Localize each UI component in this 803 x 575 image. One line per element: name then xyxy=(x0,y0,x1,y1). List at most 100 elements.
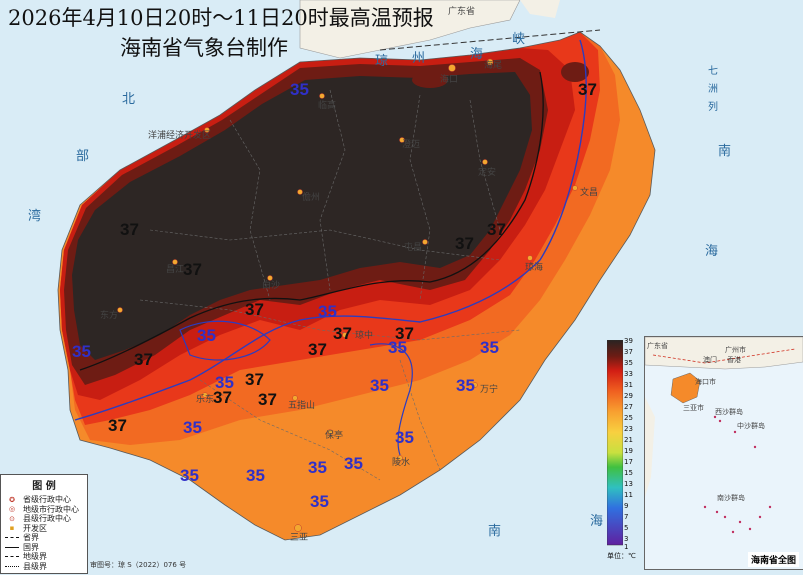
city-dot-wuzhishan xyxy=(292,395,298,401)
city-dot-lingao xyxy=(319,93,325,99)
double-circle-icon: ◎ xyxy=(8,505,16,514)
city-markers xyxy=(117,58,578,532)
isotherm-label: 37 xyxy=(183,260,202,279)
scale-tick: 7 xyxy=(624,513,629,521)
scale-tick: 3 xyxy=(624,535,629,543)
city-dot-tunchang xyxy=(422,239,428,245)
inset-title: 海南省全图 xyxy=(747,552,799,567)
legend-item: 地级界 xyxy=(1,552,87,562)
inset-map: 广东省 广州市 香港 澳门 海口市 三亚市 西沙群岛 中沙群岛 南沙群岛 海南省… xyxy=(644,336,803,570)
sea-label-nan-1: 南 xyxy=(718,144,732,159)
sea-label-beibu-3: 湾 xyxy=(28,209,42,224)
city-label-qionghai: 琼海 xyxy=(525,263,544,273)
sea-label-qizhou-1: 七 xyxy=(708,66,718,77)
isotherm-37 xyxy=(79,71,544,371)
scale-tick: 15 xyxy=(624,469,633,477)
isotherm-label: 35 xyxy=(197,326,216,345)
scale-tick: 23 xyxy=(624,425,633,433)
inset-label: 中沙群岛 xyxy=(737,422,765,430)
scale-tick: 25 xyxy=(624,414,633,422)
inset-label: 海口市 xyxy=(695,378,716,386)
mainland-guangdong xyxy=(299,0,521,59)
isotherm-label: 35 xyxy=(480,338,499,357)
scale-tick: 31 xyxy=(624,381,633,389)
sea-label-qiongzhou-1: 琼 xyxy=(375,54,389,69)
city-label-dingan: 定安 xyxy=(478,168,497,178)
legend-item: ◎ 地级市行政中心 xyxy=(1,505,87,515)
city-label-dongfang: 东方 xyxy=(100,311,119,321)
color-scale-bar xyxy=(606,339,624,546)
sea-label-qizhou-2: 洲 xyxy=(708,84,718,95)
city-label-haikou: 海口 xyxy=(440,75,459,85)
scale-unit: 单位：℃ xyxy=(607,552,636,560)
scale-tick: 13 xyxy=(624,480,633,488)
coastline xyxy=(57,31,656,541)
isotherm-35-loop xyxy=(179,320,271,361)
scale-tick: 21 xyxy=(624,436,633,444)
inset-label: 三亚市 xyxy=(683,404,704,412)
city-dot-qionghai xyxy=(527,255,533,261)
city-dot-qiongzhong xyxy=(342,332,348,338)
scale-tick: 1 xyxy=(624,543,629,551)
scale-tick: 37 xyxy=(624,348,633,356)
inset-label: 澳门 xyxy=(703,356,717,364)
city-label-changjiang: 昌江 xyxy=(166,265,185,275)
inset-label: 香港 xyxy=(727,356,741,364)
legend-item: ▪ 开发区 xyxy=(1,524,87,534)
city-dot-chengmai xyxy=(399,137,405,143)
sea-label-south-2: 海 xyxy=(590,514,604,529)
city-label-yangpu: 洋浦经济开发区 xyxy=(148,131,212,141)
scale-tick: 39 xyxy=(624,337,633,345)
maritime-boundary xyxy=(379,29,601,51)
city-dot-lingshui xyxy=(397,455,403,461)
city-dot-yangpu xyxy=(204,127,210,133)
isotherm-label: 35 xyxy=(308,458,327,477)
county-boundaries xyxy=(139,89,521,481)
square-icon: ▪ xyxy=(9,524,15,533)
sea-label-qiongzhou-3: 海 xyxy=(470,47,484,62)
isotherm-label: 37 xyxy=(245,370,264,389)
isotherm-label: 37 xyxy=(333,324,352,343)
isotherm-label: 35 xyxy=(72,342,91,361)
inset-label: 广州市 xyxy=(725,346,746,354)
inset-map-drawing xyxy=(645,337,803,534)
isotherm-label: 35 xyxy=(395,428,414,447)
isotherm-label: 35 xyxy=(180,466,199,485)
temp-band-39 xyxy=(72,72,532,360)
isotherm-label: 37 xyxy=(578,80,597,99)
map-legend: 图 例 ✪ 省级行政中心 ◎ 地级市行政中心 ⊙ 县级行政中心 ▪ 开发区 省界 国界 … xyxy=(0,474,88,574)
city-label-danzhou: 儋州 xyxy=(302,193,321,203)
city-label-baoting: 保亭 xyxy=(325,431,344,441)
isotherm-label: 37 xyxy=(245,300,264,319)
legend-item: 国界 xyxy=(1,543,87,553)
isotherm-label: 35 xyxy=(318,302,337,321)
spot-wenchang xyxy=(561,62,589,82)
boundary-line-icon xyxy=(5,556,19,558)
isotherm-label: 37 xyxy=(308,340,327,359)
city-label-lingao: 临高 xyxy=(318,101,337,111)
city-label-qiongzhong: 琼中 xyxy=(355,331,374,341)
sea-label-nan-2: 海 xyxy=(705,244,719,259)
city-label-chengmai: 澄迈 xyxy=(402,140,421,150)
isotherm-label: 37 xyxy=(120,220,139,239)
city-dot-haikou xyxy=(448,64,456,72)
isotherm-label: 37 xyxy=(487,220,506,239)
city-dot-dingan xyxy=(482,159,488,165)
isotherm-label: 35 xyxy=(370,376,389,395)
scale-tick: 29 xyxy=(624,392,633,400)
city-label-wuzhishan: 五指山 xyxy=(288,401,316,411)
sea-label-south-1: 南 xyxy=(488,524,502,539)
map-approval-number: 审图号：琼 S（2022）076 号 xyxy=(90,561,187,569)
city-dot-ledong xyxy=(202,392,208,398)
boundary-line-icon xyxy=(5,546,19,548)
isotherm-label: 35 xyxy=(344,454,363,473)
city-dot-dongfang xyxy=(117,307,123,313)
label-guangdong: 广东省 xyxy=(448,7,476,17)
inset-label: 西沙群岛 xyxy=(715,408,743,416)
city-label-sanya: 三亚 xyxy=(290,533,309,543)
isotherm-label: 37 xyxy=(395,324,414,343)
city-label-baisha: 白沙 xyxy=(262,281,281,291)
isotherm-label: 37 xyxy=(258,390,277,409)
legend-item: 省界 xyxy=(1,533,87,543)
